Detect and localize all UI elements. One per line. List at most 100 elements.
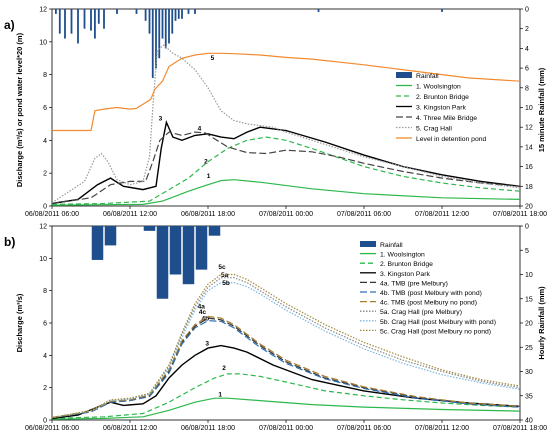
series-line: [51, 131, 521, 205]
rainfall-bar: [441, 9, 443, 12]
x-tick-label: 06/08/2011 12:00: [103, 425, 157, 432]
series-label: 5a: [221, 272, 229, 279]
series-line: [51, 344, 521, 420]
rainfall-bar: [169, 226, 182, 275]
rainfall-bar: [151, 9, 154, 78]
rainfall-bar: [156, 226, 169, 299]
legend-label: 1. Woolsington: [380, 252, 425, 259]
series-label: 5c: [218, 264, 226, 271]
series-line: [51, 373, 521, 419]
y-axis-title: Discharge (m³/s): [15, 293, 24, 352]
y2-tick-label: 0: [525, 224, 529, 231]
y-tick-label: 8: [43, 72, 47, 79]
series-label: 2: [204, 158, 208, 165]
legend-label: 4. Three Mile Bridge: [416, 115, 477, 122]
rainfall-bar: [195, 226, 208, 270]
series-label: 1: [207, 173, 211, 180]
x-tick-label: 07/08/2011 06:00: [337, 425, 391, 432]
series-line: [51, 44, 521, 204]
y2-tick-label: 18: [525, 184, 533, 191]
y-tick-label: 2: [43, 171, 47, 178]
rainfall-bar: [55, 9, 57, 14]
series-label: 2: [222, 365, 226, 372]
rainfall-bar: [148, 9, 151, 34]
x-tick-label: 06/08/2011 18:00: [181, 211, 235, 218]
y-tick-label: 2: [43, 385, 47, 392]
y2-tick-label: 20: [525, 204, 533, 211]
x-tick-label: 06/08/2011 06:00: [25, 425, 79, 432]
x-tick-label: 07/08/2011 18:00: [493, 425, 547, 432]
rainfall-bar: [194, 9, 196, 14]
legend-label: Rainfall: [416, 73, 439, 80]
series-line: [51, 179, 521, 206]
rainfall-bar: [70, 9, 73, 34]
rainfall-bar: [135, 9, 138, 14]
x-tick-label: 07/08/2011 00:00: [259, 211, 313, 218]
y2-tick-label: 10: [525, 105, 533, 112]
panel-label: b): [4, 235, 15, 249]
rainfall-bar: [158, 9, 161, 59]
y-tick-label: 10: [39, 256, 47, 263]
rainfall-bar: [168, 9, 170, 44]
rainfall-bar: [104, 226, 117, 246]
y-tick-label: 0: [43, 204, 47, 211]
rainfall-bar: [91, 226, 104, 260]
rainfall-bar: [208, 226, 221, 236]
rainfall-bar: [143, 226, 156, 231]
rainfall-bar: [64, 9, 66, 39]
series-label: 4a: [198, 303, 206, 310]
y2-tick-label: 40: [525, 418, 533, 425]
series-label: 1: [218, 392, 222, 399]
y2-tick-label: 25: [525, 345, 533, 352]
x-tick-label: 07/08/2011 12:00: [415, 211, 469, 218]
series-label: 4b: [202, 316, 210, 323]
rainfall-bar: [187, 9, 190, 14]
y-axis-title: Discharge (m³/s) or pond water level*20 …: [15, 32, 24, 187]
rainfall-bar: [116, 9, 118, 14]
legend-label: 5b. Crag Hall (post Melbury with pond): [380, 319, 496, 326]
y2-tick-label: 12: [525, 125, 533, 132]
y-tick-label: 12: [39, 224, 47, 231]
series-label: 3: [205, 341, 209, 348]
y-tick-label: 0: [43, 418, 47, 425]
rainfall-bar: [161, 9, 164, 39]
series-label: 5b: [222, 280, 230, 287]
y-tick-label: 10: [39, 39, 47, 46]
y-tick-label: 4: [43, 353, 47, 360]
rainfall-bar: [94, 9, 96, 39]
series-line: [51, 317, 521, 419]
y2-tick-label: 35: [525, 393, 533, 400]
y2-tick-label: 6: [525, 66, 529, 73]
series-line: [52, 52, 521, 132]
rainfall-bar: [155, 9, 157, 69]
legend: Rainfall 1. Woolsington 2. Brunton Bridge 3…: [396, 72, 487, 143]
rainfall-bar: [103, 9, 105, 29]
rainfall-bar: [177, 9, 180, 19]
rainfall-bar: [181, 9, 183, 19]
series-label: 4c: [199, 309, 207, 316]
rainfall-bar: [171, 9, 174, 34]
rainfall-bar: [83, 9, 86, 29]
rainfall-bar: [182, 226, 195, 285]
series-label: 3: [159, 116, 163, 123]
legend-swatch: [396, 72, 412, 78]
y2-tick-label: 20: [525, 321, 533, 328]
x-tick-label: 07/08/2011 00:00: [259, 425, 313, 432]
legend-label: 5c. Crag Hall (post Melbury no pond): [380, 328, 491, 335]
y-tick-label: 6: [43, 105, 47, 112]
y2-tick-label: 14: [525, 144, 533, 151]
rainfall-bar: [77, 9, 79, 44]
y-tick-label: 6: [43, 321, 47, 328]
series-line: [51, 397, 521, 420]
y-tick-label: 4: [43, 138, 47, 145]
legend-label: 5a. Crag Hall (pre Melbury): [380, 309, 462, 316]
legend-label: 1. Woolsington: [416, 84, 461, 91]
y2-tick-label: 15: [525, 296, 533, 303]
legend-swatch: [360, 241, 376, 247]
legend-label: 4c. TMB (post Melbury no pond): [380, 300, 477, 307]
x-tick-label: 07/08/2011 06:00: [337, 211, 391, 218]
legend-label: 3. Kingston Park: [416, 105, 466, 112]
series-line: [51, 273, 521, 419]
